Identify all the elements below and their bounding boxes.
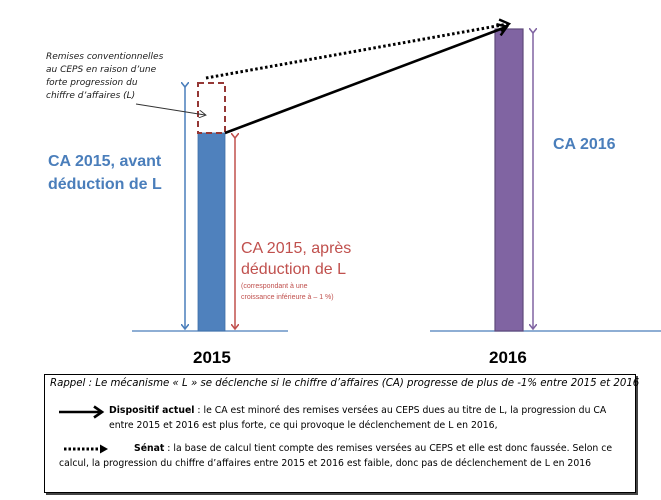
remises-annotation: Remises conventionnelles au CEPS en rais… xyxy=(46,51,163,103)
ca2015-before-line: déduction de L xyxy=(48,176,162,193)
legend-item-text: : la base de calcul tient compte des rem… xyxy=(59,443,613,469)
legend-item-senat: Sénat : la base de calcul tient compte d… xyxy=(59,441,629,471)
legend-box: Rappel : Le mécanisme « L » se déclenche… xyxy=(44,374,640,493)
bar-2016 xyxy=(494,28,524,332)
l-remises-dashed-box xyxy=(197,82,226,134)
note-line: (correspondant à une xyxy=(241,283,308,290)
rappel-text: Rappel : Le mécanisme « L » se déclenche… xyxy=(50,378,640,389)
legend-item-text: : le CA est minoré des remises versées a… xyxy=(109,405,607,431)
year-2016-label: 2016 xyxy=(489,348,527,367)
legend-item-dispositif-actuel: Dispositif actuel : le CA est minoré des… xyxy=(109,403,629,433)
ca2015-before-label: CA 2015, avant déduction de L xyxy=(48,150,162,196)
ca2015-after-label: CA 2015, après déduction de L xyxy=(241,238,351,280)
legend-item-title: Sénat xyxy=(134,443,165,454)
bar-2015 xyxy=(197,132,226,332)
senat-dotted-arrow xyxy=(205,18,512,80)
annotation-line: Remises conventionnelles xyxy=(46,52,164,62)
ca2015-before-line: CA 2015, avant xyxy=(48,153,162,170)
ca2015-after-note: (correspondant à une croissance inférieu… xyxy=(241,281,334,303)
note-line: croissance inférieure à – 1 %) xyxy=(241,294,334,301)
dispositif-actuel-arrow xyxy=(224,23,509,135)
annotation-line: chiffre d’affaires (L) xyxy=(46,91,136,101)
legend-item-title: Dispositif actuel xyxy=(109,405,195,416)
dotted-arrow-icon xyxy=(64,444,108,454)
ca2015-after-line: CA 2015, après xyxy=(241,240,352,257)
annotation-pointer xyxy=(135,103,205,115)
ca2016-label: CA 2016 xyxy=(553,136,616,153)
annotation-line: forte progression du xyxy=(46,78,138,88)
solid-arrow-icon xyxy=(59,405,105,419)
annotation-line: au CEPS en raison d’une xyxy=(46,65,157,75)
ca2015-after-line: déduction de L xyxy=(241,261,346,278)
year-2015-label: 2015 xyxy=(193,348,231,367)
